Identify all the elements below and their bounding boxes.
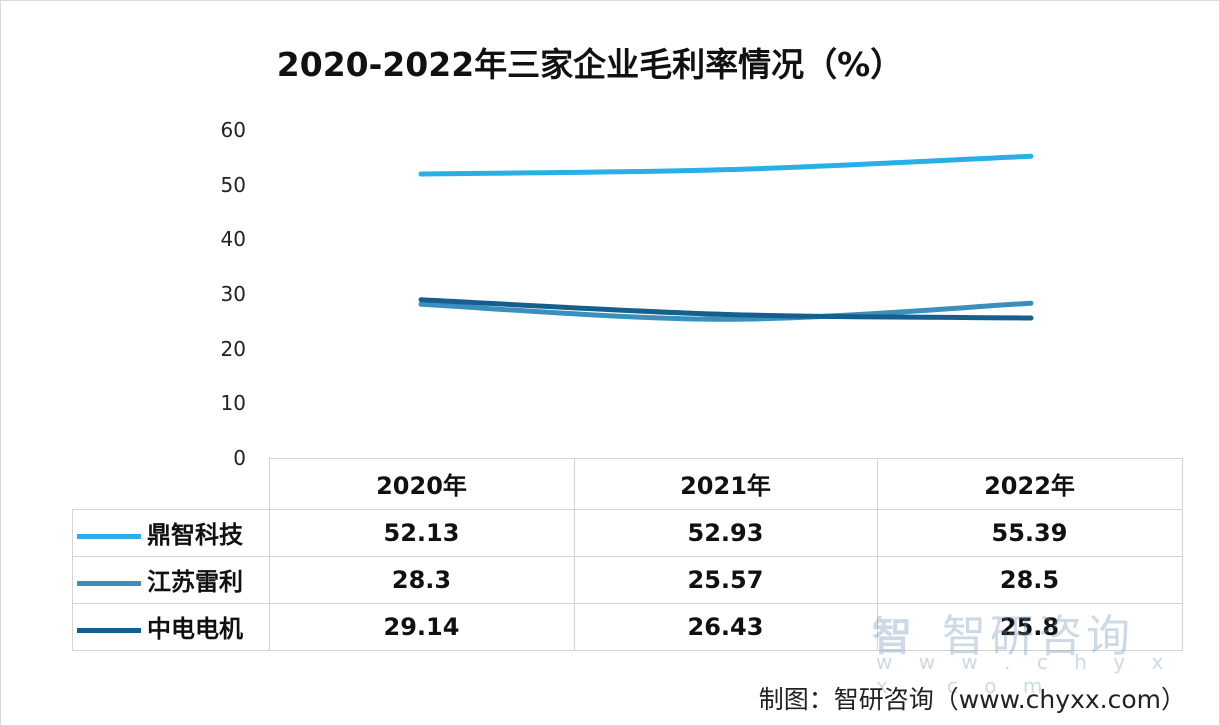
legend-label: 中电电机 (147, 615, 243, 643)
data-label: 28.5 (876, 555, 1183, 604)
y-tick-label: 10 (220, 391, 246, 416)
legend-entry: 江苏雷利 (72, 555, 270, 604)
data-label: 55.39 (876, 508, 1183, 557)
category-label: 2021年 (573, 458, 878, 510)
series-line (418, 300, 1034, 322)
table-row: 中电电机 29.14 26.43 25.8 (72, 602, 1183, 651)
y-tick-label: 40 (220, 227, 246, 252)
source-note: 制图：智研咨询（www.chyxx.com） (758, 685, 1186, 714)
chart-title: 2020-2022年三家企业毛利率情况（%） (276, 45, 904, 84)
data-label: 25.57 (573, 555, 878, 604)
legend-swatch (77, 580, 141, 586)
series-line (418, 153, 1034, 177)
watermark: 智 智研咨询 w w w . c h y x x . c o m (872, 600, 1192, 698)
legend-label: 江苏雷利 (147, 568, 243, 596)
legend-label: 鼎智科技 (147, 521, 243, 549)
data-label: 52.13 (268, 508, 575, 557)
series-layer (418, 153, 1034, 322)
data-label: 52.93 (573, 508, 878, 557)
data-label: 25.8 (876, 602, 1183, 651)
table-header-row: 2020年 2021年 2022年 (72, 458, 1183, 510)
data-label: 29.14 (268, 602, 575, 651)
watermark-url: w w w . c h y x x . c o m (876, 650, 1174, 698)
legend-swatch (77, 627, 141, 633)
y-tick-label: 60 (220, 118, 246, 142)
category-label: 2022年 (876, 458, 1183, 510)
legend-swatch (77, 533, 141, 539)
category-label: 2020年 (268, 458, 575, 510)
data-label: 26.43 (573, 602, 878, 651)
y-tick-label: 30 (220, 282, 246, 306)
data-label: 28.3 (268, 555, 575, 604)
table-row: 鼎智科技 52.13 52.93 55.39 (72, 508, 1183, 557)
table-corner (72, 458, 270, 510)
y-tick-label: 20 (220, 336, 246, 361)
legend-entry: 中电电机 (72, 602, 270, 651)
data-table: 2020年 2021年 2022年 鼎智科技 52.13 52.93 55.39… (72, 458, 1183, 651)
series-line (418, 297, 1034, 321)
watermark-text: 智研咨询 (942, 611, 1134, 662)
watermark-logo-icon: 智 (872, 614, 912, 660)
legend-entry: 鼎智科技 (72, 508, 270, 557)
table-row: 江苏雷利 28.3 25.57 28.5 (72, 555, 1183, 604)
y-tick-label: 50 (220, 172, 246, 197)
